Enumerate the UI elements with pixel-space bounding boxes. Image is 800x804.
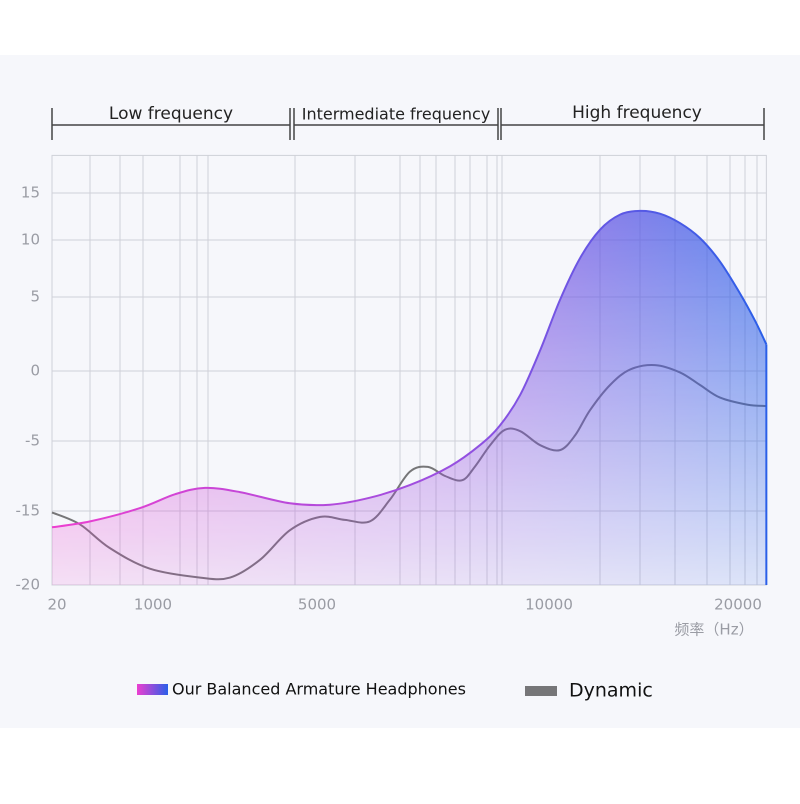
band-label: Low frequency <box>109 104 233 124</box>
x-tick-label: 1000 <box>134 596 172 614</box>
x-tick-label: 20000 <box>714 596 762 614</box>
legend-label: Our Balanced Armature Headphones <box>172 680 466 699</box>
band-label: Intermediate frequency <box>302 105 491 124</box>
y-tick-label: -20 <box>16 576 41 594</box>
legend-swatch <box>525 686 557 696</box>
y-tick-label: 5 <box>30 288 40 306</box>
band-label: High frequency <box>572 103 702 123</box>
series-line <box>51 209 768 529</box>
x-axis-label: 频率（Hz） <box>674 621 753 639</box>
brackets <box>51 108 765 140</box>
y-tick-label: 15 <box>21 184 40 202</box>
x-tick-label: 20 <box>47 596 66 614</box>
x-tick-label: 10000 <box>525 596 573 614</box>
y-tick-label: -15 <box>16 502 41 520</box>
y-tick-label: 10 <box>21 231 40 249</box>
y-tick-label: 0 <box>30 362 40 380</box>
y-tick-label: -5 <box>25 432 40 450</box>
legend-label: Dynamic <box>569 680 653 702</box>
legend-swatch <box>137 684 168 695</box>
x-tick-label: 5000 <box>298 596 336 614</box>
